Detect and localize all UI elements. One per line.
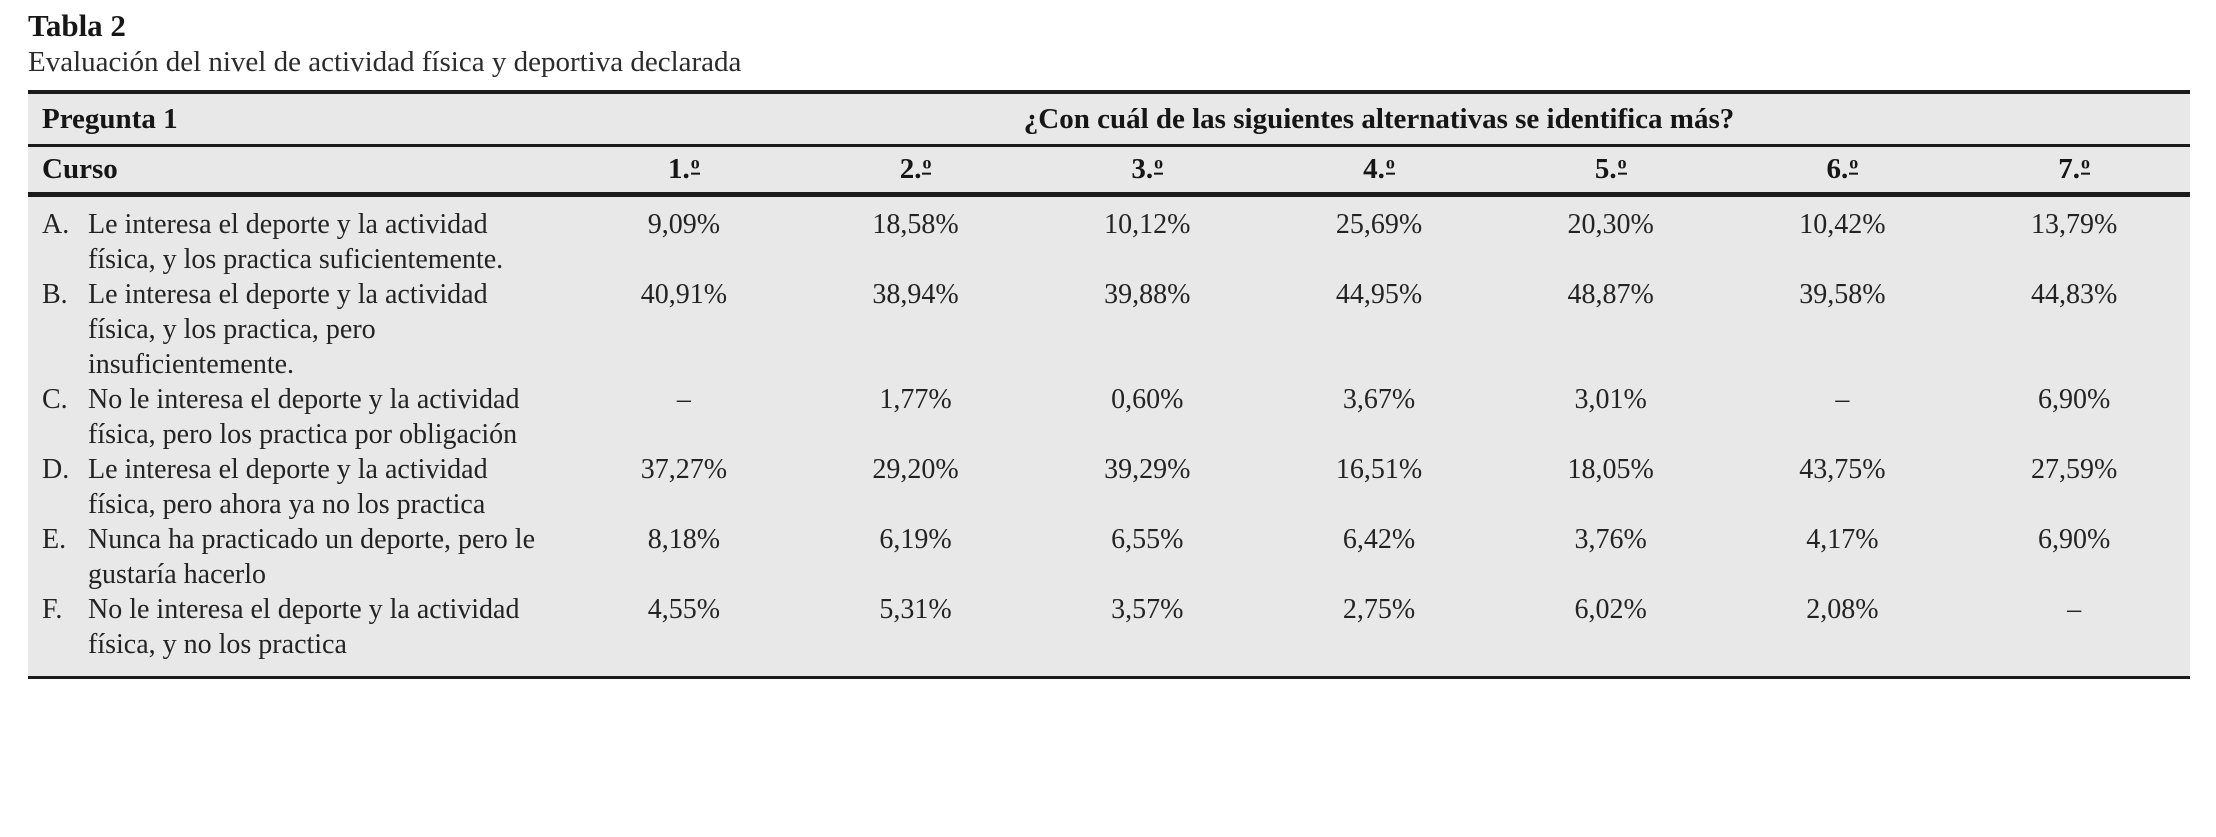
column-header-7: 7.o	[2058, 152, 2090, 185]
table-row: C. No le interesa el deporte y la activi…	[28, 382, 2190, 452]
cell-value: 20,30%	[1567, 209, 1654, 240]
row-description: D. Le interesa el deporte y la actividad…	[28, 452, 568, 522]
cell-value: 1,77%	[879, 384, 952, 415]
column-header-5: 5.o	[1594, 152, 1627, 185]
cell-value: 16,51%	[1335, 454, 1423, 485]
column-header-row: Curso 1.o 2.o 3.o 4.o 5.o 6.o 7.o	[28, 147, 2190, 197]
cell-value: 18,58%	[872, 209, 959, 240]
row-label: Le interesa el deporte y la actividad fí…	[88, 454, 488, 520]
data-table: Pregunta 1 ¿Con cuál de las siguientes a…	[28, 90, 2190, 679]
cell-value: 44,95%	[1335, 279, 1423, 310]
cell-value: 9,09%	[647, 209, 721, 240]
row-description: E. Nunca ha practicado un deporte, pero …	[28, 522, 568, 592]
table-row: F. No le interesa el deporte y la activi…	[28, 592, 2190, 662]
column-header-6: 6.o	[1826, 152, 1859, 185]
cell-value: 3,76%	[1574, 524, 1647, 555]
row-description: F. No le interesa el deporte y la activi…	[28, 592, 568, 662]
row-header-curso: Curso	[42, 153, 118, 185]
question-label: Pregunta 1	[42, 102, 178, 135]
cell-value: 10,12%	[1104, 209, 1191, 240]
cell-value: 38,94%	[872, 279, 959, 310]
row-letter: F.	[42, 594, 63, 625]
cell-value: 4,17%	[1806, 524, 1879, 555]
row-label: No le interesa el deporte y la actividad…	[88, 384, 520, 450]
table-row: D. Le interesa el deporte y la actividad…	[28, 452, 2190, 522]
cell-value: 39,29%	[1104, 454, 1191, 485]
cell-value: 39,58%	[1799, 279, 1886, 310]
cell-value: 2,75%	[1342, 594, 1416, 625]
cell-value: 5,31%	[879, 594, 952, 625]
row-label: Nunca ha practicado un deporte, pero le …	[88, 524, 536, 590]
row-letter: A.	[42, 209, 70, 240]
row-letter: D.	[42, 454, 70, 485]
row-label: Le interesa el deporte y la actividad fí…	[88, 279, 488, 380]
cell-value: 0,60%	[1111, 384, 1184, 415]
cell-value: –	[2067, 594, 2082, 625]
cell-value: –	[1835, 384, 1850, 415]
table-row: B. Le interesa el deporte y la actividad…	[28, 277, 2190, 382]
cell-value: 6,42%	[1342, 524, 1416, 555]
column-header-2: 2.o	[899, 152, 932, 185]
row-description: A. Le interesa el deporte y la actividad…	[28, 207, 568, 277]
column-header-4: 4.o	[1363, 152, 1395, 185]
cell-value: –	[676, 384, 691, 415]
cell-value: 6,90%	[2037, 524, 2111, 555]
cell-value: 3,57%	[1111, 594, 1184, 625]
cell-value: 48,87%	[1567, 279, 1654, 310]
cell-value: 3,67%	[1342, 384, 1416, 415]
table-row: A. Le interesa el deporte y la actividad…	[28, 207, 2190, 277]
row-letter: B.	[42, 279, 68, 310]
row-description: B. Le interesa el deporte y la actividad…	[28, 277, 568, 382]
cell-value: 6,55%	[1111, 524, 1184, 555]
row-letter: E.	[42, 524, 67, 555]
row-description: C. No le interesa el deporte y la activi…	[28, 382, 568, 452]
cell-value: 27,59%	[2030, 454, 2118, 485]
cell-value: 39,88%	[1104, 279, 1191, 310]
row-letter: C.	[42, 384, 68, 415]
row-label: Le interesa el deporte y la actividad fí…	[88, 209, 504, 275]
question-text: ¿Con cuál de las siguientes alternativas…	[1023, 102, 1735, 135]
cell-value: 3,01%	[1574, 384, 1647, 415]
cell-value: 6,19%	[879, 524, 952, 555]
cell-value: 37,27%	[640, 454, 728, 485]
cell-value: 8,18%	[647, 524, 721, 555]
column-header-1: 1.o	[667, 152, 700, 185]
cell-value: 18,05%	[1567, 454, 1654, 485]
table-body: A. Le interesa el deporte y la actividad…	[28, 197, 2190, 676]
cell-value: 4,55%	[647, 594, 721, 625]
column-header-3: 3.o	[1131, 152, 1164, 185]
cell-value: 2,08%	[1806, 594, 1879, 625]
cell-value: 13,79%	[2030, 209, 2118, 240]
question-row: Pregunta 1 ¿Con cuál de las siguientes a…	[28, 94, 2190, 147]
cell-value: 29,20%	[872, 454, 959, 485]
row-label: No le interesa el deporte y la actividad…	[88, 594, 520, 660]
cell-value: 25,69%	[1335, 209, 1423, 240]
table-subtitle: Evaluación del nivel de actividad física…	[28, 46, 742, 78]
cell-value: 44,83%	[2030, 279, 2118, 310]
cell-value: 43,75%	[1799, 454, 1886, 485]
table-caption: Tabla 2 Evaluación del nivel de activida…	[0, 0, 2216, 81]
cell-value: 40,91%	[640, 279, 728, 310]
table-row: E. Nunca ha practicado un deporte, pero …	[28, 522, 2190, 592]
table-title: Tabla 2	[28, 8, 126, 43]
cell-value: 6,90%	[2037, 384, 2111, 415]
cell-value: 6,02%	[1574, 594, 1647, 625]
cell-value: 10,42%	[1799, 209, 1886, 240]
